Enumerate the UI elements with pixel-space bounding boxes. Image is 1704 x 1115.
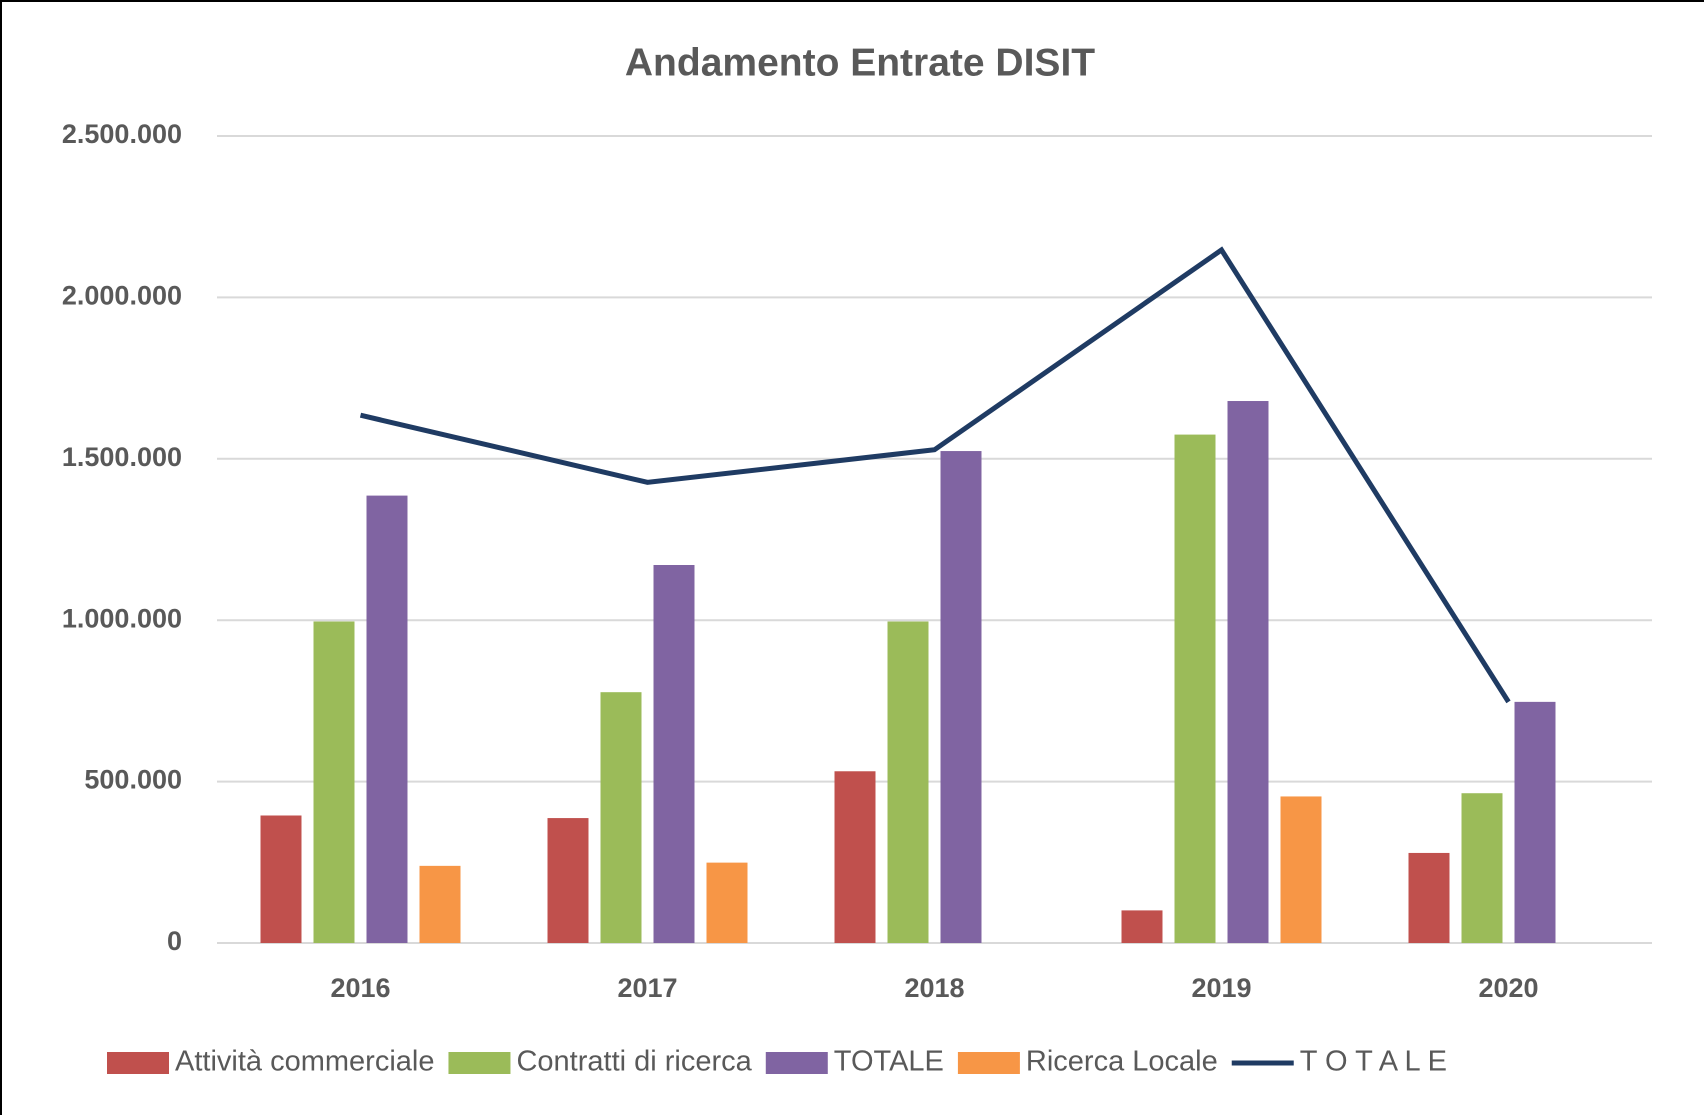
bar — [366, 495, 408, 943]
y-tick-label: 2.500.000 — [62, 119, 182, 149]
bar — [1280, 796, 1322, 943]
bar — [653, 565, 695, 943]
legend-label: Ricerca Locale — [1026, 1046, 1218, 1078]
y-tick-label: 1.500.000 — [62, 442, 182, 472]
bar — [1227, 401, 1269, 943]
bar — [706, 862, 748, 943]
y-tick-label: 2.000.000 — [62, 281, 182, 311]
bar — [1174, 434, 1216, 943]
bar — [600, 692, 642, 943]
x-tick-label: 2019 — [1191, 973, 1251, 1003]
chart-title: Andamento Entrate DISIT — [625, 41, 1095, 84]
bar — [940, 451, 982, 943]
bar — [1461, 793, 1503, 943]
x-tick-label: 2017 — [617, 973, 677, 1003]
legend-swatch — [957, 1052, 1020, 1074]
bar — [419, 865, 461, 943]
legend-label: Attività commerciale — [175, 1046, 434, 1078]
x-tick-label: 2016 — [330, 973, 390, 1003]
bar — [1514, 701, 1556, 943]
bar — [313, 621, 355, 943]
bar — [887, 621, 929, 943]
y-tick-label: 0 — [167, 926, 182, 956]
bar — [1121, 910, 1163, 943]
bar — [260, 815, 302, 943]
legend-swatch — [448, 1052, 511, 1074]
x-tick-label: 2020 — [1478, 973, 1538, 1003]
bar — [834, 771, 876, 943]
y-tick-label: 1.000.000 — [62, 603, 182, 633]
line — [359, 246, 1511, 704]
legend-label: TOTALE — [834, 1046, 944, 1078]
legend-label: Contratti di ricerca — [516, 1046, 752, 1078]
legend-swatch — [107, 1052, 169, 1074]
y-tick-label: 500.000 — [84, 765, 182, 795]
bar — [1408, 852, 1450, 943]
legend-swatch — [765, 1052, 828, 1074]
bar — [547, 818, 589, 943]
legend-label: T O T A L E — [1300, 1046, 1447, 1078]
x-tick-label: 2018 — [904, 973, 964, 1003]
